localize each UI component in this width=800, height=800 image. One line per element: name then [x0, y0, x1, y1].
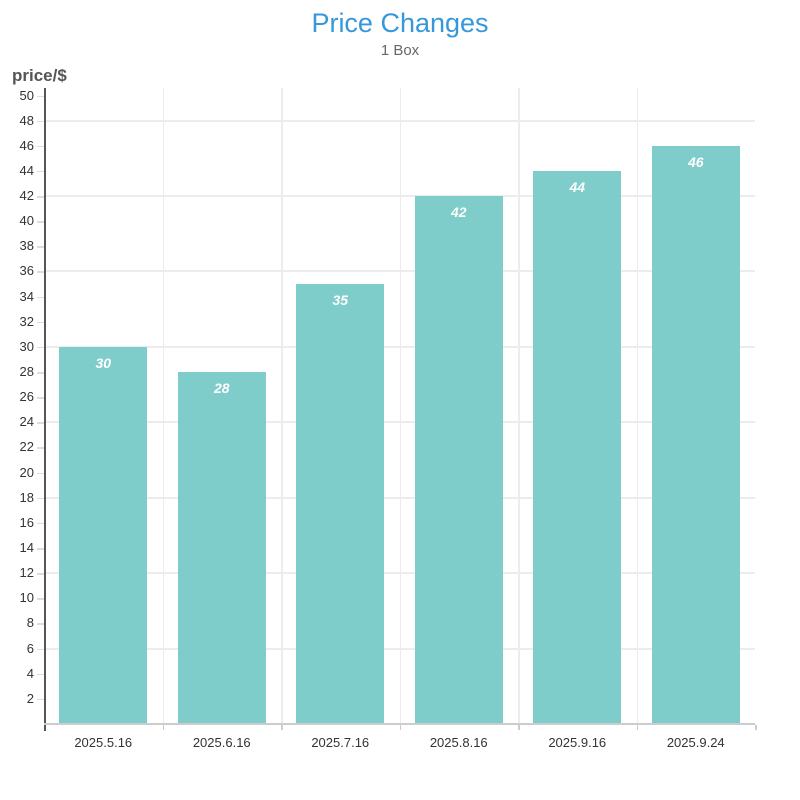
x-tick-label: 2025.6.16 — [192, 735, 251, 750]
bar-value-label: 35 — [332, 292, 349, 309]
y-tick-label: 32 — [19, 313, 34, 329]
chart-subtitle: 1 Box — [380, 42, 420, 59]
y-tick-label: 48 — [19, 112, 34, 128]
y-tick-mark — [37, 472, 44, 475]
y-tick-label: 18 — [19, 489, 34, 505]
y-tick-label: 10 — [19, 590, 34, 606]
y-tick-label: 14 — [19, 540, 34, 556]
bar[interactable]: 30 — [59, 346, 148, 723]
y-tick-mark — [37, 246, 44, 248]
y-tick-mark — [37, 698, 44, 701]
y-tick-label: 42 — [19, 188, 34, 204]
bar-value-label: 42 — [450, 204, 467, 221]
y-tick-label: 34 — [19, 288, 34, 304]
chart-title: Price Changes — [311, 8, 489, 38]
bar-value-label: 46 — [687, 153, 704, 170]
bar-value-label: 28 — [213, 380, 230, 397]
y-tick-mark — [37, 145, 44, 148]
x-tick-label: 2025.5.16 — [74, 735, 133, 750]
y-tick-mark — [37, 95, 44, 97]
y-tick-mark — [37, 221, 44, 223]
y-tick-label: 28 — [19, 364, 34, 380]
y-tick-label: 22 — [19, 439, 34, 455]
y-tick-label: 26 — [19, 389, 34, 405]
y-tick-label: 36 — [19, 263, 34, 279]
y-tick-mark — [37, 271, 44, 273]
x-tick-label: 2025.9.24 — [666, 735, 725, 750]
x-tick-mark — [399, 725, 401, 730]
y-tick-mark — [37, 120, 44, 123]
bar-value-label: 44 — [569, 178, 586, 195]
y-tick-label: 24 — [19, 414, 34, 430]
y-tick-mark — [37, 346, 44, 349]
y-tick-mark — [37, 196, 44, 198]
bar[interactable]: 44 — [533, 170, 622, 723]
v-gridline — [281, 88, 283, 723]
v-gridline — [518, 88, 520, 723]
y-tick-label: 38 — [19, 238, 34, 254]
y-tick-label: 2 — [26, 690, 34, 706]
x-tick-mark — [162, 725, 164, 730]
bar[interactable]: 35 — [296, 284, 385, 723]
y-tick-mark — [37, 573, 44, 575]
y-tick-mark — [37, 397, 44, 399]
y-tick-label: 12 — [19, 565, 34, 581]
y-tick-mark — [37, 296, 44, 299]
y-tick-label: 50 — [19, 87, 34, 103]
y-tick-label: 30 — [19, 338, 34, 354]
x-tick-label: 2025.7.16 — [311, 735, 370, 750]
y-tick-mark — [37, 321, 44, 324]
v-gridline — [162, 88, 164, 723]
y-tick-mark — [37, 598, 44, 600]
x-axis-line — [44, 723, 755, 725]
x-tick-label: 2025.8.16 — [429, 735, 488, 750]
y-tick-label: 4 — [26, 665, 34, 681]
y-axis-line — [44, 88, 46, 731]
y-tick-mark — [37, 447, 44, 449]
bar[interactable]: 28 — [177, 372, 266, 723]
x-tick-mark — [636, 725, 638, 730]
y-tick-label: 40 — [19, 213, 34, 229]
v-gridline — [399, 88, 401, 723]
bar[interactable]: 42 — [414, 196, 503, 723]
y-tick-label: 20 — [19, 464, 34, 480]
bar-value-label: 30 — [95, 354, 112, 371]
y-tick-mark — [37, 522, 44, 525]
y-tick-mark — [37, 170, 44, 173]
bar[interactable]: 46 — [651, 145, 740, 723]
x-tick-label: 2025.9.16 — [548, 735, 607, 750]
y-tick-mark — [37, 372, 44, 374]
y-tick-mark — [37, 548, 44, 550]
y-tick-mark — [37, 673, 44, 676]
y-axis-label: price/$ — [12, 66, 67, 85]
x-tick-mark — [755, 725, 757, 730]
x-tick-mark — [281, 725, 283, 730]
y-tick-mark — [37, 497, 44, 500]
y-tick-mark — [37, 422, 44, 424]
y-tick-label: 16 — [19, 514, 34, 530]
x-tick-mark — [518, 725, 520, 730]
y-tick-label: 8 — [26, 615, 34, 631]
y-tick-mark — [37, 623, 44, 625]
y-tick-label: 6 — [26, 640, 34, 656]
y-tick-mark — [37, 648, 44, 651]
v-gridline — [636, 88, 638, 723]
y-tick-label: 46 — [19, 137, 34, 153]
y-tick-label: 44 — [19, 162, 34, 178]
